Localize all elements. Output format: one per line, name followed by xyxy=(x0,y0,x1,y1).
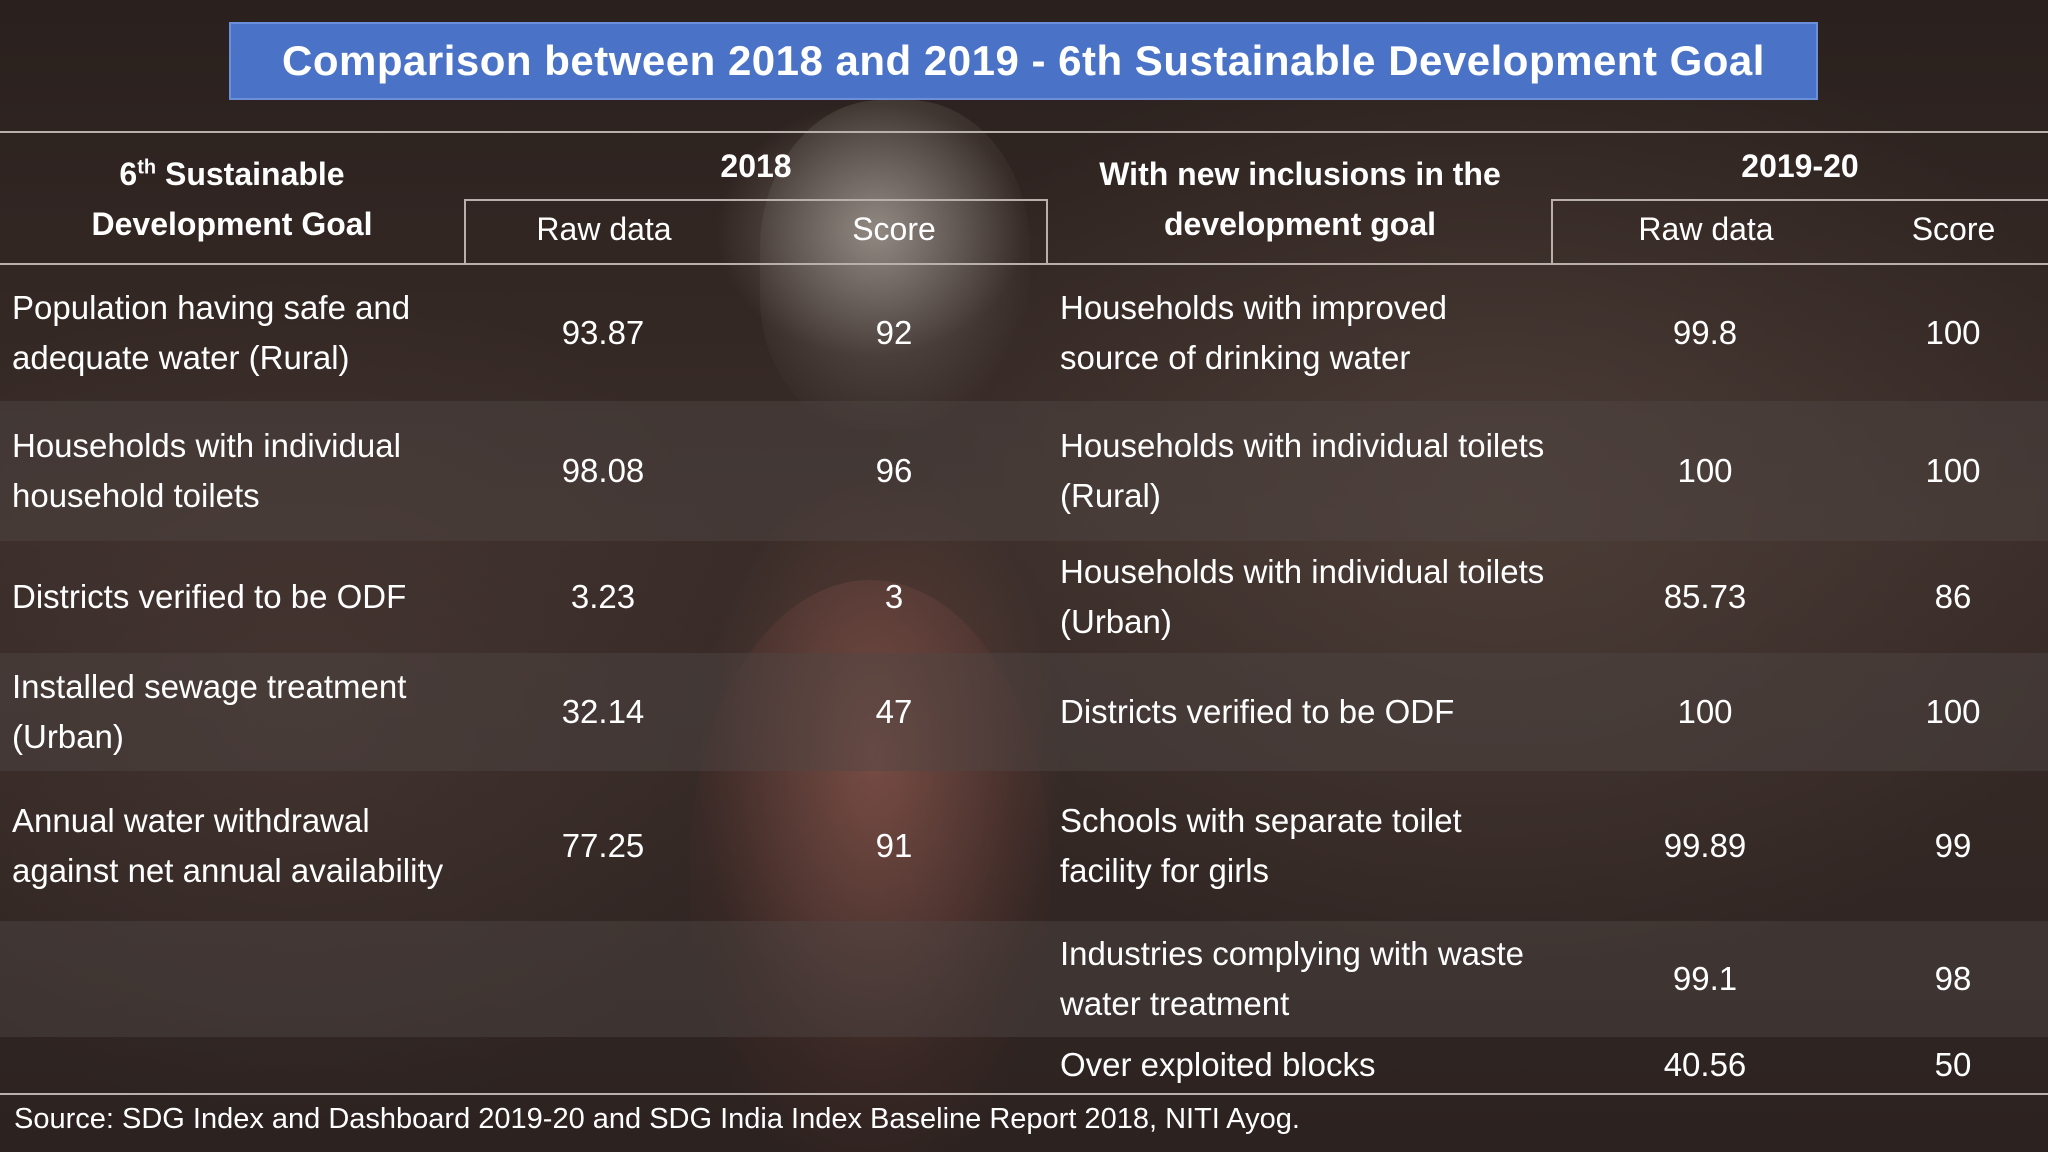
row-raw-2018: 77.25 xyxy=(561,827,645,864)
header-divider-3 xyxy=(1551,199,1553,265)
table-row: Population having safe and adequate wate… xyxy=(0,265,2048,401)
row-raw-2018: 98.08 xyxy=(561,452,645,489)
row-raw-2018: 93.87 xyxy=(561,314,645,351)
table-row: Districts verified to be ODF 3.23 3 Hous… xyxy=(0,541,2048,653)
row-indicator-2019: Households with improved source of drink… xyxy=(1060,289,1448,376)
row-score-2018 xyxy=(742,1037,1046,1093)
header-score-2018: Score xyxy=(852,211,936,247)
row-score-2018 xyxy=(742,921,1046,1037)
subheader-line-2019 xyxy=(1552,199,2048,201)
row-indicator-2018: Districts verified to be ODF xyxy=(12,578,407,615)
table-row: Households with individual household toi… xyxy=(0,401,2048,541)
row-indicator-2019: Households with individual toilets (Urba… xyxy=(1060,553,1545,640)
table-bottom-border xyxy=(0,1093,2048,1095)
row-score-2019: 100 xyxy=(1925,693,1981,730)
header-bottom-border xyxy=(0,263,2048,265)
table-row: Industries complying with waste water tr… xyxy=(0,921,2048,1037)
row-score-2018: 47 xyxy=(875,693,913,730)
header-raw-data-2018: Raw data xyxy=(536,211,672,247)
source-note: Source: SDG Index and Dashboard 2019-20 … xyxy=(14,1103,1300,1135)
row-score-2019: 98 xyxy=(1934,960,1972,997)
header-year-2018: 2018 xyxy=(720,148,792,184)
row-score-2019: 86 xyxy=(1934,578,1972,615)
header-score-2019: Score xyxy=(1911,211,1996,247)
row-indicator-2018: Population having safe and adequate wate… xyxy=(12,289,411,376)
row-indicator-2019: Households with individual toilets (Rura… xyxy=(1060,427,1545,514)
header-divider-2 xyxy=(1046,199,1048,265)
row-indicator-2019: Districts verified to be ODF xyxy=(1060,693,1455,730)
row-score-2018: 96 xyxy=(875,452,913,489)
row-indicator-2019: Schools with separate toilet facility fo… xyxy=(1060,802,1462,889)
row-raw-2018 xyxy=(464,921,742,1037)
row-indicator-2019: Over exploited blocks xyxy=(1060,1046,1376,1083)
table-row: Annual water withdrawal against net annu… xyxy=(0,771,2048,921)
row-indicator-2018 xyxy=(0,921,464,1037)
header-year-2019: 2019-20 xyxy=(1741,148,1859,184)
row-raw-2019: 100 xyxy=(1677,452,1733,489)
row-raw-2019: 99.8 xyxy=(1672,314,1738,351)
row-indicator-2018 xyxy=(0,1037,464,1093)
row-raw-2019: 99.1 xyxy=(1672,960,1738,997)
row-score-2019: 50 xyxy=(1934,1046,1972,1083)
page-title: Comparison between 2018 and 2019 - 6th S… xyxy=(282,37,1765,84)
row-raw-2018: 32.14 xyxy=(561,693,645,730)
header-inclusions: With new inclusions in the development g… xyxy=(1099,156,1501,242)
table-top-border xyxy=(0,131,2048,133)
title-banner: Comparison between 2018 and 2019 - 6th S… xyxy=(229,22,1818,100)
header-divider-1 xyxy=(464,199,466,265)
row-score-2018: 92 xyxy=(875,314,913,351)
row-raw-2019: 99.89 xyxy=(1663,827,1747,864)
row-indicator-2018: Households with individual household toi… xyxy=(12,427,401,514)
row-raw-2019: 85.73 xyxy=(1663,578,1747,615)
header-raw-data-2019: Raw data xyxy=(1638,211,1774,247)
row-score-2019: 100 xyxy=(1925,314,1981,351)
row-raw-2018: 3.23 xyxy=(570,578,636,615)
header-goal: 6th Sustainable Development Goal xyxy=(91,156,373,242)
row-indicator-2018: Installed sewage treatment (Urban) xyxy=(12,668,407,755)
row-indicator-2019: Industries complying with waste water tr… xyxy=(1060,935,1525,1022)
row-raw-2019: 40.56 xyxy=(1663,1046,1747,1083)
row-score-2018: 91 xyxy=(875,827,913,864)
row-score-2019: 100 xyxy=(1925,452,1981,489)
row-raw-2018 xyxy=(464,1037,742,1093)
row-raw-2019: 100 xyxy=(1677,693,1733,730)
subheader-line-2018 xyxy=(464,199,1048,201)
row-score-2019: 99 xyxy=(1934,827,1972,864)
table-row: Installed sewage treatment (Urban) 32.14… xyxy=(0,653,2048,771)
row-score-2018: 3 xyxy=(884,578,904,615)
row-indicator-2018: Annual water withdrawal against net annu… xyxy=(12,802,444,889)
table-row: Over exploited blocks 40.56 50 xyxy=(0,1037,2048,1093)
